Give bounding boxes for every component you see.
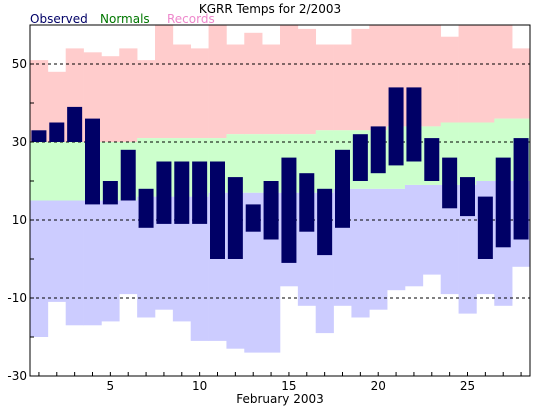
record-high-band-day-5 [101, 56, 120, 143]
normal-band-day-14 [262, 134, 281, 193]
record-low-band-day-5 [101, 200, 120, 322]
x-axis-ticks: 5 10 15 20 25 [38, 372, 522, 393]
y-tick-label: -30 [7, 369, 27, 383]
y-tick-label: 10 [12, 213, 27, 227]
x-axis-label: February 2003 [236, 392, 324, 406]
normal-band-day-2 [47, 142, 67, 201]
observed-bar [495, 157, 511, 248]
chart-legend: Observed Normals Records [30, 12, 215, 26]
y-tick-label: 50 [12, 57, 27, 71]
record-high-band-day-19 [351, 28, 370, 131]
x-tick-label: 10 [192, 379, 207, 393]
record-high-band-day-28 [512, 48, 531, 119]
normal-band-day-13 [244, 134, 263, 193]
record-high-band-day-16 [297, 28, 317, 135]
record-low-band-day-13 [244, 192, 263, 353]
record-high-band-day-26 [476, 25, 495, 123]
y-tick-label: -10 [7, 291, 27, 305]
record-high-band-day-14 [262, 44, 281, 135]
observed-bar [406, 87, 422, 162]
record-low-band-day-22 [405, 184, 424, 287]
observed-bar [424, 138, 440, 181]
record-low-band-day-10 [190, 196, 209, 341]
normal-band-day-17 [315, 130, 334, 193]
record-high-band-day-11 [208, 25, 227, 139]
observed-bar [138, 188, 154, 228]
record-low-band-day-6 [119, 200, 138, 295]
record-high-band-day-13 [244, 32, 263, 135]
record-high-band-day-10 [190, 48, 209, 139]
record-high-band-day-20 [369, 25, 388, 131]
record-high-band-day-1 [30, 60, 49, 142]
observed-bar [245, 204, 261, 232]
observed-bar [227, 177, 243, 259]
record-high-band-day-8 [155, 25, 174, 139]
normal-band-day-26 [476, 122, 495, 181]
record-high-band-day-23 [422, 25, 442, 127]
observed-bar [317, 188, 333, 256]
record-high-band-day-12 [226, 44, 245, 135]
x-tick-label: 25 [460, 379, 475, 393]
observed-bar [67, 106, 83, 142]
record-high-band-day-15 [280, 25, 299, 135]
observed-bar [263, 181, 279, 240]
record-high-band-day-7 [137, 60, 156, 139]
record-low-band-day-20 [369, 188, 388, 310]
gridlines [30, 63, 530, 299]
observed-bar [442, 157, 458, 209]
observed-bar [31, 130, 47, 142]
record-low-band-day-2 [47, 200, 67, 302]
record-low-band-day-21 [387, 188, 406, 291]
record-high-band-day-17 [315, 44, 334, 131]
plot-frame [29, 24, 531, 377]
observed-bar [174, 161, 190, 224]
record-high-band-day-6 [119, 48, 138, 142]
x-tick-label: 20 [371, 379, 386, 393]
record-low-band-day-1 [30, 200, 49, 337]
observed-bar [477, 196, 493, 259]
observed-bar [192, 161, 208, 224]
record-low-band-day-4 [83, 200, 102, 326]
record-high-band-day-9 [172, 44, 192, 139]
observed-bar [352, 134, 368, 181]
normal-band-day-3 [65, 142, 84, 201]
record-low-band-day-23 [422, 184, 442, 275]
record-low-band-day-25 [458, 184, 477, 314]
chart-title: KGRR Temps for 2/2003 [199, 2, 341, 16]
observed-bar [335, 149, 350, 228]
record-high-band-day-25 [458, 25, 477, 123]
record-high-band-day-18 [333, 44, 352, 131]
observed-bar [85, 118, 100, 205]
record-high-band-day-24 [440, 36, 459, 123]
observed-bar [120, 149, 136, 201]
observed-bar [102, 181, 118, 205]
record-low-band-day-3 [65, 200, 84, 326]
observed-bar [281, 157, 297, 263]
record-low-band-day-9 [172, 196, 192, 322]
observed-bar [299, 173, 315, 232]
observed-bar [513, 138, 529, 240]
record-low-band-day-8 [155, 196, 174, 310]
legend-item-observed: Observed [30, 12, 88, 26]
legend-item-normals: Normals [100, 12, 150, 26]
y-axis-ticks: -30 -10 10 30 50 [7, 24, 34, 383]
observed-bar [370, 126, 386, 174]
observed-bar [156, 161, 172, 224]
normal-band-day-1 [30, 142, 49, 201]
x-tick-label: 5 [107, 379, 115, 393]
observed-bar [388, 87, 404, 166]
normal-band-day-25 [458, 122, 477, 185]
observed-bars [31, 87, 529, 263]
observed-bar [460, 177, 475, 217]
record-low-band-day-19 [351, 188, 370, 318]
y-tick-label: 30 [12, 135, 27, 149]
x-tick-label: 15 [281, 379, 296, 393]
observed-bar [210, 161, 225, 259]
record-high-band-day-27 [494, 25, 513, 119]
observed-bar [49, 122, 65, 142]
record-low-band-day-24 [440, 184, 459, 295]
normal-band-day-7 [137, 138, 156, 197]
legend-item-records: Records [167, 12, 215, 26]
